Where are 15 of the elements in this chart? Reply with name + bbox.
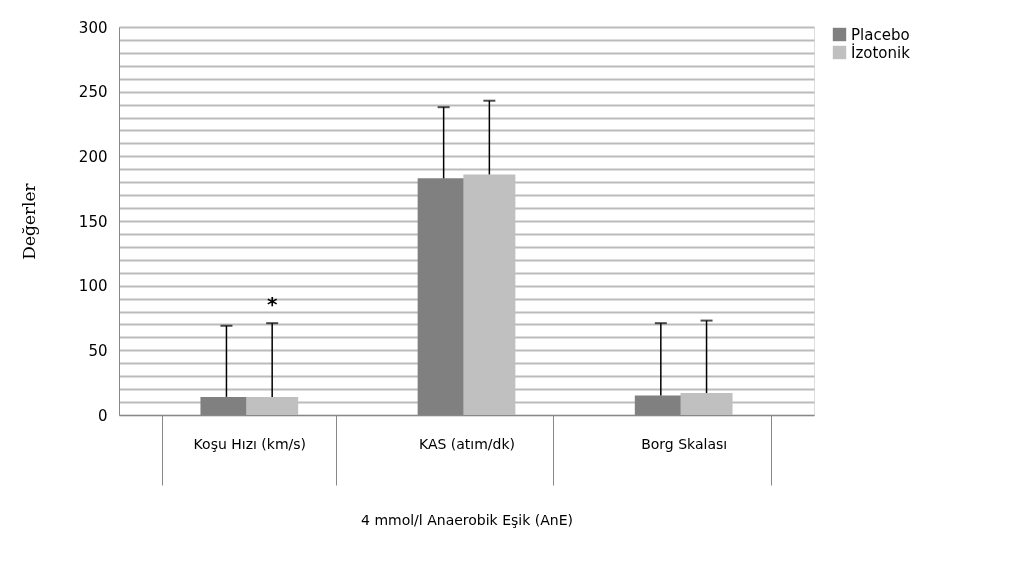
y-tick-label: 200	[78, 147, 108, 166]
y-tick-label: 50	[88, 341, 108, 360]
y-tick-label: 0	[97, 406, 108, 425]
legend-label: Placebo	[851, 25, 910, 44]
y-tick-label: 100	[78, 277, 108, 296]
x-tick-label: Koşu Hızı (km/s)	[193, 435, 307, 452]
y-tick-label: 250	[78, 83, 108, 102]
y-axis-title: Değerler	[18, 182, 39, 260]
annotation: *	[266, 292, 278, 317]
x-axis-title: 4 mmol/l Anaerobik Eşik (AnE)	[361, 512, 573, 528]
legend-label: İzotonik	[851, 42, 911, 62]
x-tick-label: Borg Skalası	[641, 435, 728, 452]
y-tick-label: 300	[78, 18, 108, 37]
x-tick-label: KAS (atım/dk)	[418, 435, 516, 452]
y-tick-label: 150	[78, 212, 108, 231]
